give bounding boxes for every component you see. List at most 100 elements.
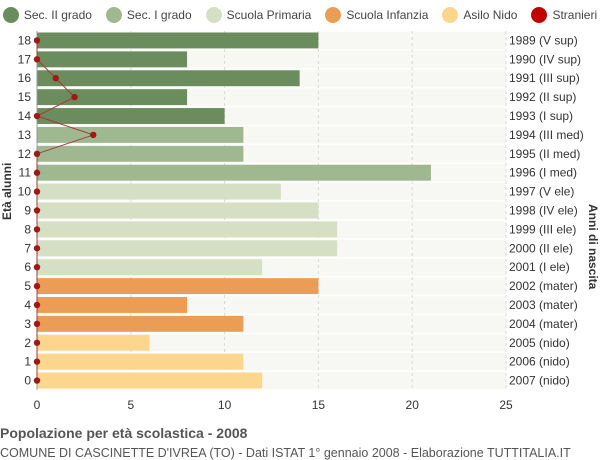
circle-icon bbox=[205, 7, 222, 23]
y-tick-label: 15 bbox=[18, 90, 32, 104]
y-right-tick-label: 2000 (II ele) bbox=[509, 241, 573, 255]
stranieri-point bbox=[33, 339, 41, 346]
circle-icon bbox=[105, 7, 122, 23]
bar-age-1 bbox=[37, 353, 244, 370]
y-right-tick-label: 1995 (II med) bbox=[509, 147, 580, 161]
bar-age-6 bbox=[37, 259, 263, 276]
bar-age-14 bbox=[37, 108, 225, 124]
x-tick-label: 0 bbox=[34, 398, 41, 412]
y-right-tick-label: 2005 (nido) bbox=[509, 336, 570, 350]
legend-item-sec-i-grado[interactable]: Sec. I grado bbox=[105, 7, 192, 23]
legend-label: Sec. I grado bbox=[126, 8, 192, 22]
legend-item-scuola-infanzia[interactable]: Scuola Infanzia bbox=[325, 7, 428, 23]
y-tick-label: 0 bbox=[24, 374, 31, 388]
legend-label: Scuola Primaria bbox=[226, 8, 312, 22]
legend-item-asilo-nido[interactable]: Asilo Nido bbox=[442, 7, 517, 23]
stranieri-point bbox=[33, 263, 41, 271]
y-tick-label: 1 bbox=[24, 355, 31, 369]
legend: Sec. II grado Sec. I grado Scuola Primar… bbox=[0, 0, 600, 30]
x-tick-label: 20 bbox=[406, 398, 420, 412]
y-right-tick-label: 2006 (nido) bbox=[509, 355, 570, 369]
bar-age-12 bbox=[37, 145, 244, 162]
x-tick-label: 25 bbox=[499, 398, 513, 412]
bar-age-18 bbox=[37, 32, 319, 49]
bar-age-16 bbox=[37, 70, 300, 87]
stranieri-point bbox=[33, 245, 41, 252]
stranieri-point bbox=[33, 150, 41, 158]
y-right-tick-label: 1998 (IV ele) bbox=[509, 204, 578, 218]
y-right-tick-label: 2004 (mater) bbox=[509, 317, 578, 331]
circle-icon bbox=[325, 7, 342, 23]
legend-item-sec-ii-grado[interactable]: Sec. II grado bbox=[2, 7, 92, 23]
stranieri-point bbox=[33, 169, 41, 176]
y-tick-label: 18 bbox=[18, 33, 32, 47]
y-right-tick-label: 1999 (III ele) bbox=[509, 222, 576, 236]
stranieri-point bbox=[33, 282, 41, 290]
stranieri-point bbox=[33, 358, 41, 365]
y-right-tick-label: 1990 (IV sup) bbox=[509, 52, 581, 66]
bar-age-2 bbox=[37, 334, 150, 351]
bar-age-9 bbox=[37, 202, 319, 219]
y-right-tick-label: 2003 (mater) bbox=[509, 298, 578, 312]
y-tick-label: 3 bbox=[24, 317, 31, 331]
bar-age-17 bbox=[37, 51, 188, 68]
y-tick-label: 17 bbox=[18, 52, 32, 66]
stranieri-point bbox=[33, 112, 41, 120]
y-tick-label: 7 bbox=[24, 241, 31, 255]
legend-label: Scuola Infanzia bbox=[346, 8, 429, 22]
y-tick-label: 9 bbox=[24, 204, 31, 218]
bar-age-5 bbox=[37, 278, 319, 295]
y-right-tick-label: 1996 (I med) bbox=[509, 166, 577, 180]
bar-age-15 bbox=[37, 89, 188, 106]
stranieri-point bbox=[33, 301, 41, 309]
y-tick-label: 2 bbox=[24, 336, 31, 350]
bar-age-8 bbox=[37, 221, 338, 238]
circle-icon bbox=[442, 7, 459, 23]
y-tick-label: 5 bbox=[24, 279, 31, 293]
y-right-tick-label: 1994 (III med) bbox=[509, 128, 584, 142]
y-right-tick-label: 1997 (V ele) bbox=[509, 185, 574, 199]
circle-icon bbox=[2, 7, 19, 23]
y-tick-label: 10 bbox=[18, 185, 32, 199]
bar-age-0 bbox=[37, 372, 263, 389]
stranieri-point bbox=[33, 56, 41, 63]
stranieri-point bbox=[90, 131, 97, 139]
x-tick-label: 15 bbox=[312, 398, 326, 412]
stranieri-point bbox=[33, 377, 41, 384]
y-right-tick-label: 2007 (nido) bbox=[509, 374, 570, 388]
x-tick-label: 5 bbox=[127, 398, 134, 412]
y-right-tick-label: 2002 (mater) bbox=[509, 279, 578, 293]
legend-label: Sec. II grado bbox=[23, 8, 92, 22]
legend-label: Stranieri bbox=[552, 8, 598, 22]
y-tick-label: 4 bbox=[24, 298, 31, 312]
y-tick-label: 11 bbox=[19, 166, 32, 180]
chart-subtitle: COMUNE DI CASCINETTE D'IVREA (TO) - Dati… bbox=[0, 446, 571, 460]
stranieri-point bbox=[52, 75, 59, 82]
bar-age-11 bbox=[37, 164, 431, 181]
bar-age-10 bbox=[37, 183, 281, 200]
y-tick-label: 14 bbox=[18, 109, 32, 123]
stranieri-point bbox=[33, 207, 41, 214]
stranieri-point bbox=[71, 93, 78, 101]
bar-age-7 bbox=[37, 240, 338, 257]
stranieri-point bbox=[33, 37, 41, 44]
stranieri-point bbox=[33, 320, 41, 328]
y-right-tick-label: 1992 (II sup) bbox=[509, 90, 576, 104]
y-tick-label: 12 bbox=[18, 147, 32, 161]
bar-age-13 bbox=[37, 126, 244, 143]
legend-item-stranieri[interactable]: Stranieri bbox=[531, 7, 597, 23]
y-tick-label: 6 bbox=[24, 260, 31, 274]
y-tick-label: 16 bbox=[18, 71, 32, 85]
legend-item-scuola-primaria[interactable]: Scuola Primaria bbox=[205, 7, 312, 23]
y-axis-title: Età alunni bbox=[0, 162, 14, 220]
y-right-tick-label: 1991 (III sup) bbox=[509, 71, 580, 85]
y-tick-label: 13 bbox=[18, 128, 32, 142]
y-right-tick-label: 2001 (I ele) bbox=[509, 260, 570, 274]
circle-icon bbox=[531, 7, 548, 23]
stranieri-point bbox=[33, 226, 41, 233]
bar-age-3 bbox=[37, 315, 244, 332]
x-tick-label: 10 bbox=[218, 398, 232, 412]
chart-title: Popolazione per età scolastica - 2008 bbox=[0, 425, 248, 441]
y-right-tick-label: 1989 (V sup) bbox=[509, 33, 578, 47]
